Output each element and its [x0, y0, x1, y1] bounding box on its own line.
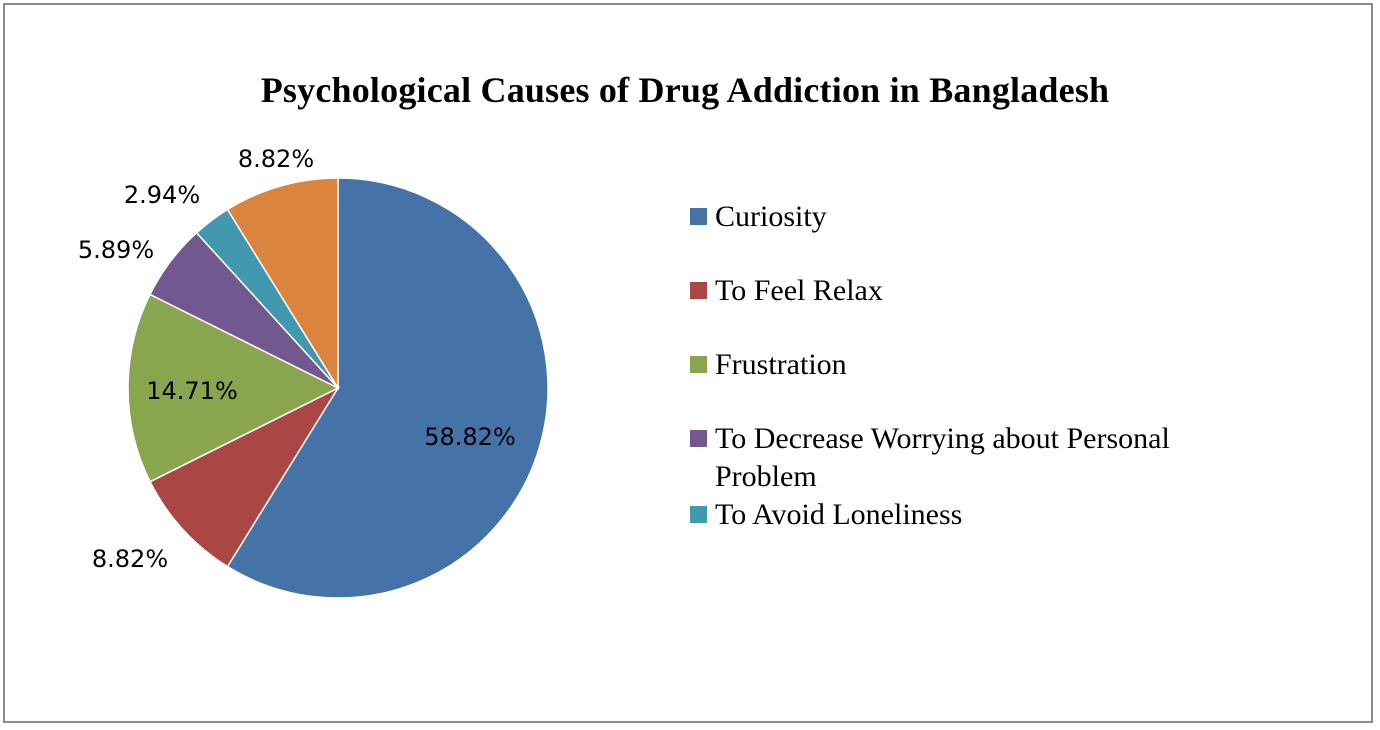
legend-item-frustration: Frustration: [690, 346, 1275, 384]
legend-label: To Avoid Loneliness: [715, 498, 963, 531]
data-label-to-decrease-worrying-about-personal-problem: 5.89%: [78, 236, 154, 264]
legend-item-to-decrease-worrying: To Decrease Worrying about Personal Prob…: [690, 420, 1275, 496]
legend-swatch-frustration: [690, 356, 707, 373]
data-label-curiosity: 58.82%: [424, 423, 516, 451]
pie-slices: [127, 177, 549, 599]
chart-title: Psychological Causes of Drug Addiction i…: [260, 70, 1110, 110]
legend-label: To Feel Relax: [715, 274, 883, 307]
legend-item-to-feel-relax: To Feel Relax: [690, 272, 1275, 310]
legend-label: Curiosity: [715, 200, 827, 233]
pie-slice-curiosity: [226, 177, 549, 599]
legend-swatch-curiosity: [690, 208, 707, 225]
legend-label: Frustration: [715, 348, 847, 381]
data-label-frustration: 14.71%: [146, 377, 238, 405]
data-label-to-avoid-loneliness: 2.94%: [124, 181, 200, 209]
data-label-unlabeled: 8.82%: [238, 145, 314, 173]
data-label-to-feel-relax: 8.82%: [92, 545, 168, 573]
legend-item-curiosity: Curiosity: [690, 198, 1275, 236]
legend-item-to-avoid-loneliness: To Avoid Loneliness: [690, 496, 1275, 534]
pie-slice-to-feel-relax: [149, 386, 341, 568]
legend-swatch-to-avoid-loneliness: [690, 506, 707, 523]
legend-swatch-to-decrease-worrying: [690, 430, 707, 447]
legend-label: To Decrease Worrying about Personal Prob…: [715, 422, 1170, 493]
pie-data-labels: 58.82% 8.82% 14.71% 5.89% 2.94% 8.82%: [78, 145, 516, 573]
pie-slice-frustration: [127, 293, 340, 483]
pie-slice-unlabeled: [226, 177, 339, 391]
legend-swatch-to-feel-relax: [690, 282, 707, 299]
